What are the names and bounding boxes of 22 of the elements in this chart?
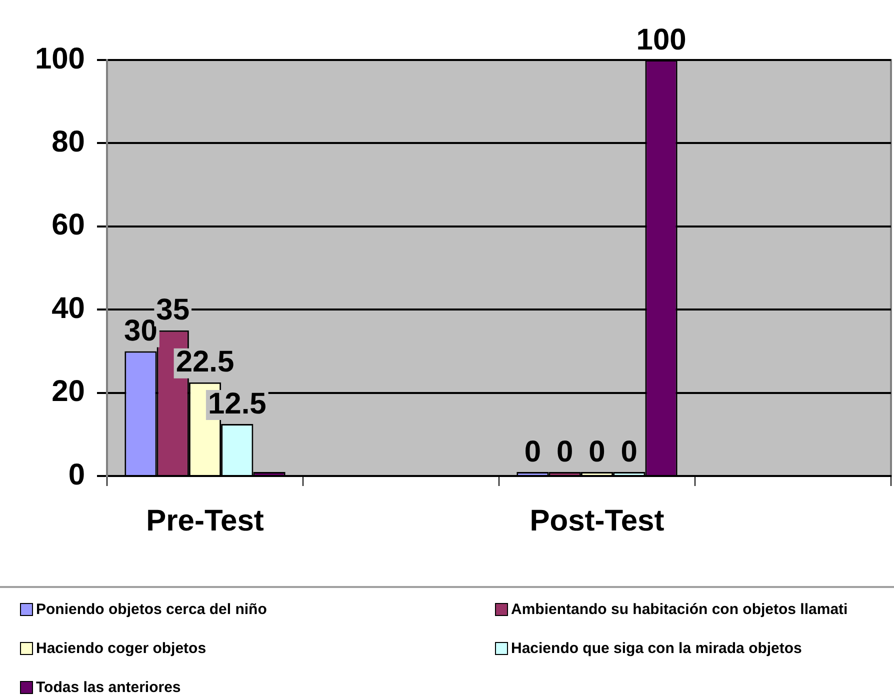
y-tick-label: 20 [52, 375, 85, 408]
y-tick-label: 40 [52, 292, 85, 325]
data-label: 100 [636, 23, 686, 56]
data-label: 0 [620, 435, 638, 468]
data-label: 12.5 [208, 387, 266, 420]
legend-label: Todas las anteriores [36, 679, 181, 696]
data-label: 0 [556, 435, 574, 468]
y-tick-label: 80 [52, 125, 85, 158]
data-label: 22.5 [176, 346, 234, 379]
data-label: 0 [524, 435, 542, 468]
y-tick-label: 60 [52, 208, 85, 242]
y-tick-label: 0 [68, 458, 85, 492]
y-tick-label: 100 [34, 42, 85, 76]
legend-label: Haciendo coger objetos [36, 640, 206, 657]
legend-label: Haciendo que siga con la mirada objetos [511, 640, 802, 657]
data-label: 35 [156, 294, 190, 327]
x-tick-label: Post-Test [530, 504, 664, 538]
data-label: 0 [588, 435, 606, 468]
x-tick-label: Pre-Test [146, 504, 264, 538]
legend-label: Poniendo objetos cerca del niño [36, 601, 267, 618]
data-label: 30 [124, 314, 158, 348]
legend-label: Ambientando su habitación con objetos llamati [511, 601, 848, 618]
